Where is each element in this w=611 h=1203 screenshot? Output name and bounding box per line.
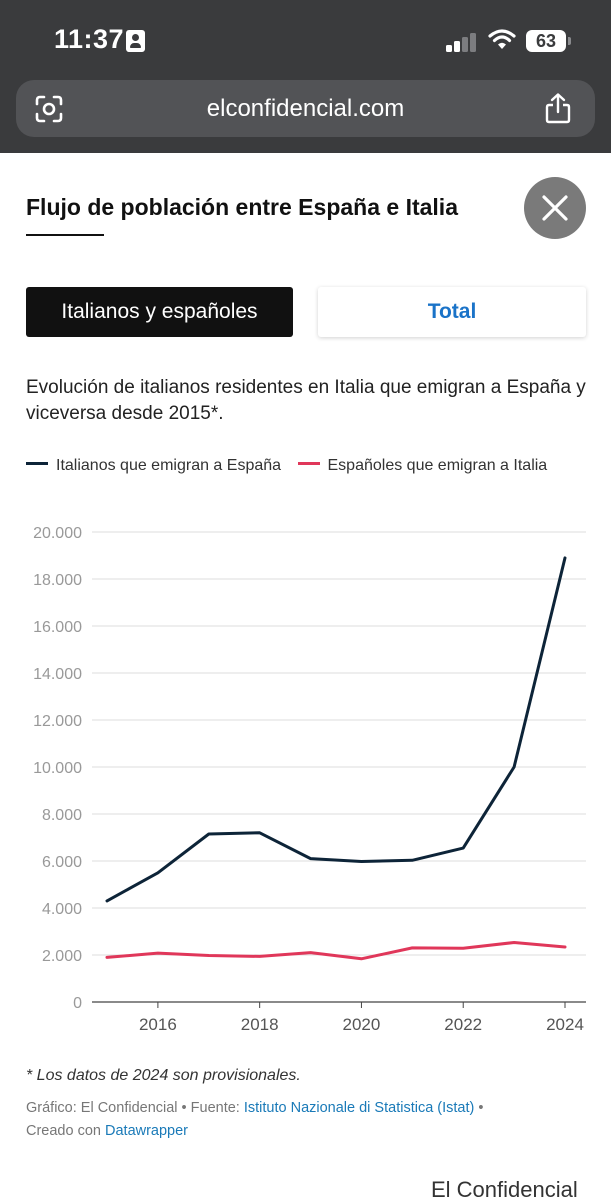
title-underline <box>26 234 104 236</box>
y-tick-label: 0 <box>73 995 82 1012</box>
x-tick-label: 2022 <box>444 1015 482 1034</box>
x-tick-label: 2016 <box>139 1015 177 1034</box>
credit-creado-label: Creado con <box>26 1123 101 1139</box>
legend-item-espanoles: Españoles que emigran a Italia <box>297 457 548 474</box>
y-tick-label: 6.000 <box>42 854 82 871</box>
source-credits: Gráfico: El Confidencial • Fuente: Istit… <box>26 1100 484 1139</box>
x-tick-label: 2020 <box>343 1015 381 1034</box>
legend-label-italianos: Italianos que emigran a España <box>56 457 282 474</box>
y-tick-label: 8.000 <box>42 807 82 824</box>
series-line-espanoles <box>105 941 567 961</box>
y-tick-label: 14.000 <box>33 666 82 683</box>
cellular-signal-icon <box>446 32 478 52</box>
y-tick-label: 16.000 <box>33 619 82 636</box>
legend-item-italianos: Italianos que emigran a España <box>26 457 281 474</box>
battery-indicator: 63 <box>526 30 566 52</box>
y-tick-label: 10.000 <box>33 760 82 777</box>
browser-chrome: 11:37 63 elconfidencial.com <box>0 0 611 153</box>
x-tick-label: 2024 <box>546 1015 584 1034</box>
chart-description: Evolución de italianos residentes en Ita… <box>26 377 586 424</box>
footnote: * Los datos de 2024 son provisionales. <box>26 1067 301 1084</box>
brand-name: El Confidencial <box>431 1177 578 1202</box>
close-icon <box>542 195 568 221</box>
series-line-italianos <box>105 556 567 903</box>
y-tick-label: 18.000 <box>33 572 82 589</box>
source-link-istat[interactable]: Istituto Nazionale di Statistica (Istat) <box>243 1100 475 1116</box>
tab-italianos-y-espanoles[interactable]: Italianos y españoles <box>26 287 293 337</box>
y-tick-label: 20.000 <box>33 525 82 542</box>
contact-card-icon <box>126 30 145 52</box>
y-tick-label: 12.000 <box>33 713 82 730</box>
credit-fuente-label: Fuente: <box>190 1100 240 1116</box>
tab-total[interactable]: Total <box>318 287 586 337</box>
y-tick-label: 2.000 <box>42 948 82 965</box>
close-button[interactable] <box>524 177 586 239</box>
page-title: Flujo de población entre España e Italia <box>26 194 458 220</box>
legend-swatch-italianos <box>26 462 48 466</box>
url-text[interactable]: elconfidencial.com <box>206 95 405 122</box>
address-bar[interactable]: elconfidencial.com <box>16 80 595 137</box>
battery-tip <box>568 37 571 45</box>
x-tick-label: 2018 <box>241 1015 279 1034</box>
credit-grafico: Gráfico: El Confidencial <box>26 1100 178 1116</box>
datawrapper-link[interactable]: Datawrapper <box>105 1123 189 1139</box>
wifi-icon <box>488 29 516 49</box>
chart-legend: Italianos que emigran a España Españoles… <box>26 450 586 482</box>
status-time: 11:37 <box>54 24 125 54</box>
camera-lens-icon[interactable] <box>34 94 64 124</box>
line-chart: 0 2.000 4.000 6.000 8.000 10.000 12.000 14.000 1… <box>33 525 586 1034</box>
share-icon[interactable] <box>543 92 573 124</box>
legend-swatch-espanoles <box>297 462 320 466</box>
y-tick-label: 4.000 <box>42 901 82 918</box>
legend-label-espanoles: Españoles que emigran a Italia <box>327 457 548 474</box>
